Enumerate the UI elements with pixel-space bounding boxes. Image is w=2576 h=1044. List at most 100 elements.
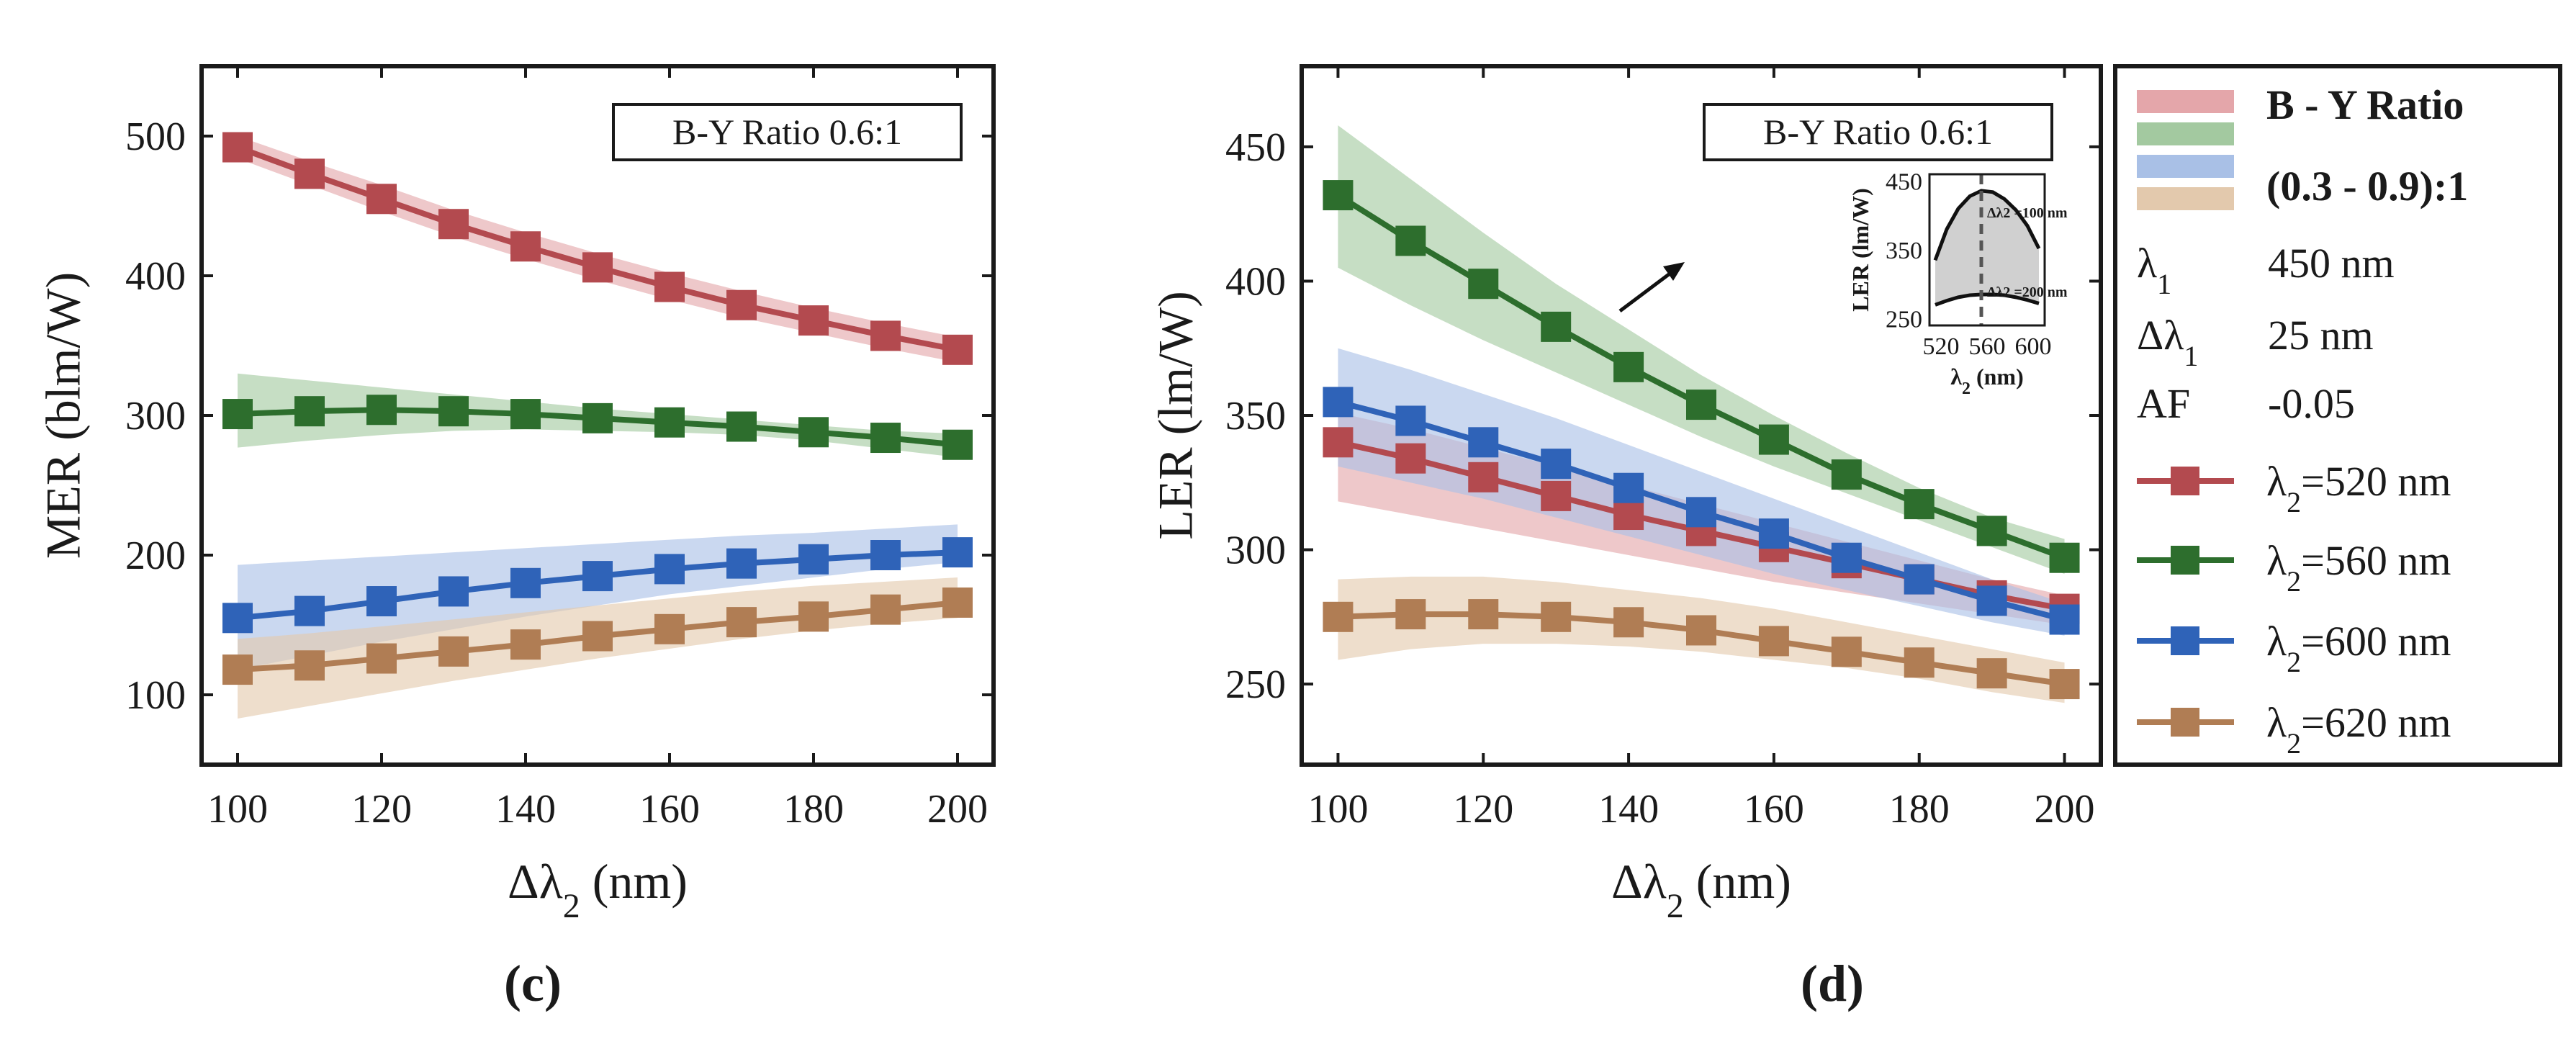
panel-c-mer-chart: 100 120 140 160 180 200 100 200 300 400 500 Δλ2 (nm… <box>36 64 996 1012</box>
data-point <box>726 607 757 638</box>
data-point <box>438 209 469 240</box>
data-point <box>870 320 901 351</box>
inset-upper-curve <box>1933 189 2041 261</box>
inset-arrow-head <box>1663 262 1685 281</box>
y-axis-label: LER (lm/W) <box>1148 291 1203 540</box>
x-tick-label: 100 <box>1307 787 1368 832</box>
x-tick-label: 100 <box>207 787 268 832</box>
data-point <box>654 271 685 302</box>
data-point <box>366 586 397 617</box>
x-tick-label: 200 <box>2035 787 2095 832</box>
x-tick-label: 120 <box>351 787 412 832</box>
data-point <box>726 411 757 442</box>
data-point <box>1541 449 1572 480</box>
x-tick-label: 160 <box>639 787 700 832</box>
data-point <box>942 537 973 568</box>
data-point <box>798 305 829 336</box>
data-point <box>1976 585 2007 616</box>
x-tick-label: 140 <box>495 787 556 832</box>
y-tick-label: 100 <box>125 673 186 718</box>
inset-y-tick-label: 450 <box>1886 169 1922 196</box>
legend-series-label: λ2=520 nm <box>2266 458 2451 518</box>
data-point <box>654 554 685 585</box>
y-tick-label: 400 <box>125 254 186 299</box>
data-point <box>222 603 253 634</box>
data-point <box>870 423 901 454</box>
data-point <box>366 184 397 215</box>
data-point <box>1613 500 1644 531</box>
data-point <box>1831 542 1862 573</box>
data-point <box>2049 604 2080 635</box>
legend-band-title-line2: (0.3 - 0.9):1 <box>2266 163 2468 210</box>
inset-x-tick-label: 600 <box>2015 333 2052 360</box>
inset-shaded-region <box>1935 190 2039 305</box>
inset-lower-curve <box>1935 292 2040 307</box>
legend-param-key: λ1 <box>2137 240 2171 300</box>
data-point <box>1686 497 1716 528</box>
data-point <box>942 429 973 460</box>
y-tick-label: 300 <box>1225 528 1286 573</box>
x-tick-label: 160 <box>1744 787 1804 832</box>
x-tick-label: 200 <box>927 787 988 832</box>
data-point <box>1323 427 1354 458</box>
x-tick-label: 180 <box>1889 787 1950 832</box>
x-tick-label: 140 <box>1598 787 1659 832</box>
data-point <box>1758 518 1789 549</box>
data-point <box>1468 599 1499 630</box>
data-point <box>510 629 541 660</box>
data-point <box>1323 601 1354 632</box>
data-point <box>1541 601 1572 632</box>
data-point <box>942 587 973 618</box>
data-point <box>1976 658 2007 689</box>
inset-y-tick-label: 250 <box>1886 306 1922 333</box>
y-tick-label: 250 <box>1225 662 1286 707</box>
ratio-annotation-box <box>612 103 963 161</box>
inset-annotation-lower: Δλ2 =200 nm <box>1987 284 2068 300</box>
data-point <box>1613 472 1644 503</box>
legend: B - Y Ratio (0.3 - 0.9):1 λ1 450 nm Δλ1 25 nm… <box>2113 64 2562 767</box>
data-point <box>582 402 613 433</box>
data-point <box>1831 459 1862 490</box>
data-point <box>582 621 613 652</box>
y-tick-label: 500 <box>125 114 186 159</box>
data-point <box>222 399 253 430</box>
data-point <box>1395 225 1426 256</box>
data-point <box>1976 516 2007 546</box>
data-point <box>1468 462 1499 492</box>
data-point <box>1758 424 1789 455</box>
panel-caption: (c) <box>504 955 562 1012</box>
x-tick-label: 120 <box>1453 787 1513 832</box>
data-point <box>222 132 253 163</box>
data-point <box>726 548 757 579</box>
data-point <box>582 252 613 283</box>
data-point <box>1613 351 1644 382</box>
ratio-annotation-text: B-Y Ratio 0.6:1 <box>672 112 902 152</box>
x-axis-label: Δλ2 (nm) <box>1611 854 1791 925</box>
inset-annotation-upper: Δλ2 =100 nm <box>1987 205 2068 221</box>
data-point <box>438 636 469 667</box>
data-point <box>654 407 685 438</box>
y-axis-label: MER (blm/W) <box>36 272 91 559</box>
panel-d-ler-chart: 100 120 140 160 180 200 250 300 350 400 450 Δλ2 (nm… <box>1148 64 2103 1012</box>
legend-series-marker <box>2171 546 2199 575</box>
y-tick-label: 350 <box>1225 394 1286 438</box>
data-point <box>726 289 757 320</box>
inset-y-axis-label: LER (lm/W) <box>1847 188 1873 312</box>
data-point <box>1468 427 1499 458</box>
data-point <box>798 417 829 448</box>
data-point <box>1686 615 1716 646</box>
data-point <box>870 594 901 625</box>
data-point <box>870 540 901 570</box>
band-1 <box>238 136 958 363</box>
data-point <box>1395 443 1426 474</box>
data-point <box>1541 311 1572 342</box>
data-point <box>1613 607 1644 638</box>
legend-param-value: -0.05 <box>2268 380 2355 427</box>
data-point <box>438 396 469 427</box>
data-point <box>294 650 325 681</box>
ratio-annotation-box <box>1703 103 2053 161</box>
y-tick-label: 300 <box>125 394 186 438</box>
legend-band-title-line1: B - Y Ratio <box>2266 81 2464 128</box>
legend-series-marker <box>2171 708 2199 737</box>
data-point <box>798 544 829 575</box>
